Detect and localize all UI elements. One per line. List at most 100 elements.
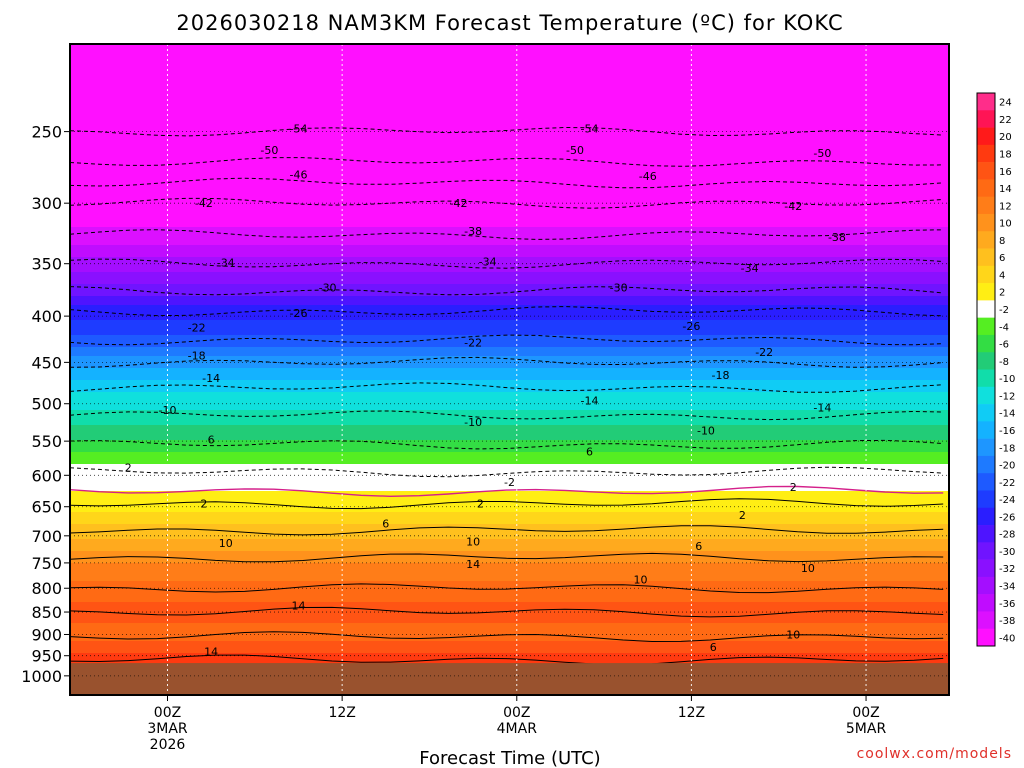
contour-label: -22 bbox=[755, 346, 773, 359]
colorbar-label: 24 bbox=[999, 98, 1012, 109]
contour-label: 2 bbox=[790, 481, 797, 494]
temperature-band bbox=[70, 413, 949, 417]
contour-label: 10 bbox=[219, 537, 233, 550]
temperature-band bbox=[70, 311, 949, 315]
colorbar-label: -14 bbox=[999, 409, 1015, 420]
isotherm-line bbox=[70, 552, 944, 563]
temperature-band bbox=[70, 83, 949, 87]
contour-label: 14 bbox=[466, 558, 480, 571]
temperature-band bbox=[70, 212, 949, 216]
temperature-band bbox=[70, 206, 949, 210]
temperature-band bbox=[70, 416, 949, 420]
isotherm-line bbox=[70, 334, 944, 346]
temperature-band bbox=[70, 215, 949, 219]
isotherm-line bbox=[70, 466, 944, 478]
colorbar-label: -26 bbox=[999, 512, 1015, 523]
temperature-band bbox=[70, 224, 949, 228]
temperature-band bbox=[70, 410, 949, 414]
contour-label: 6 bbox=[208, 434, 215, 447]
contour-label: -18 bbox=[712, 369, 730, 382]
colorbar-label: -38 bbox=[999, 616, 1015, 627]
temperature-band bbox=[70, 323, 949, 327]
contour-label: 14 bbox=[204, 646, 218, 659]
colorbar-swatch bbox=[977, 404, 995, 422]
contour-label: 2 bbox=[125, 461, 132, 474]
temperature-band bbox=[70, 575, 949, 579]
isotherm-line bbox=[70, 525, 944, 536]
colorbar-swatch bbox=[977, 352, 995, 370]
colorbar-label: -2 bbox=[999, 305, 1009, 316]
isotherm-line bbox=[70, 229, 944, 240]
contour-label: -42 bbox=[195, 197, 213, 210]
contour-label: -14 bbox=[813, 402, 831, 415]
contour-label: -26 bbox=[682, 320, 700, 333]
temperature-band bbox=[70, 116, 949, 120]
temperature-band bbox=[70, 539, 949, 543]
contour-label: -10 bbox=[464, 416, 482, 429]
temperature-band bbox=[70, 95, 949, 99]
temperature-band bbox=[70, 44, 949, 48]
temperature-band bbox=[70, 590, 949, 594]
colorbar-legend: 24 22 20 18 16 14 12 10 8 6 4 2 -2 -4 -6 -8 -10 -12 -14 -16… bbox=[976, 92, 1015, 647]
contour-label: -34 bbox=[479, 255, 497, 268]
colorbar-swatch bbox=[977, 594, 995, 612]
colorbar-swatch bbox=[977, 421, 995, 439]
temperature-band bbox=[70, 239, 949, 243]
isotherm-line bbox=[70, 157, 944, 167]
credit-text[interactable]: coolwx.com/models bbox=[857, 746, 1012, 762]
temperature-band bbox=[70, 431, 949, 435]
colorbar-label: -4 bbox=[999, 322, 1009, 333]
temperature-band bbox=[70, 476, 949, 480]
temperature-band bbox=[70, 275, 949, 279]
isotherm-line bbox=[70, 606, 944, 618]
temperature-band bbox=[70, 329, 949, 333]
temperature-band bbox=[70, 638, 949, 642]
y-tick-label: 450 bbox=[31, 353, 62, 372]
temperature-band bbox=[70, 440, 949, 444]
temperature-band bbox=[70, 617, 949, 621]
colorbar-label: 20 bbox=[999, 132, 1012, 143]
temperature-band bbox=[70, 641, 949, 645]
colorbar-swatch bbox=[977, 196, 995, 215]
temperature-band bbox=[70, 59, 949, 63]
temperature-band bbox=[70, 551, 949, 555]
temperature-band bbox=[70, 47, 949, 51]
temperature-band bbox=[70, 581, 949, 585]
colorbar-label: -8 bbox=[999, 357, 1009, 368]
temperature-band bbox=[70, 356, 949, 360]
temperature-band bbox=[70, 350, 949, 354]
colorbar-label: 14 bbox=[999, 184, 1012, 195]
temperature-band bbox=[70, 155, 949, 159]
contour-label: -50 bbox=[813, 147, 831, 160]
isotherm-line bbox=[70, 356, 944, 368]
colorbar-swatch bbox=[977, 559, 995, 578]
temperature-band bbox=[70, 221, 949, 225]
x-tick-label: 00Z bbox=[503, 705, 530, 721]
contour-label: -46 bbox=[289, 169, 307, 182]
temperature-band bbox=[70, 200, 949, 204]
temperature-band bbox=[70, 425, 949, 429]
colorbar-swatch bbox=[977, 473, 995, 491]
temperature-band bbox=[70, 437, 949, 441]
temperature-band bbox=[70, 560, 949, 564]
y-tick-label: 950 bbox=[31, 647, 62, 666]
temperature-band bbox=[70, 338, 949, 342]
colorbar-swatch bbox=[977, 248, 995, 267]
temperature-band bbox=[70, 599, 949, 603]
temperature-band bbox=[70, 71, 949, 75]
contour-label: 10 bbox=[466, 535, 480, 548]
temperature-band bbox=[70, 362, 949, 366]
temperature-band bbox=[70, 230, 949, 234]
temperature-band bbox=[70, 227, 949, 231]
contour-label: -50 bbox=[566, 144, 584, 157]
contour-label: -54 bbox=[581, 122, 599, 135]
colorbar-label: -40 bbox=[999, 633, 1015, 644]
chart-title: 2026030218 NAM3KM Forecast Temperature (… bbox=[176, 11, 843, 35]
temperature-band bbox=[70, 398, 949, 402]
temperature-band bbox=[70, 53, 949, 57]
colorbar-swatch bbox=[977, 455, 995, 474]
colorbar-swatch bbox=[977, 490, 995, 509]
colorbar-label: 18 bbox=[999, 149, 1012, 160]
temperature-band bbox=[70, 353, 949, 357]
